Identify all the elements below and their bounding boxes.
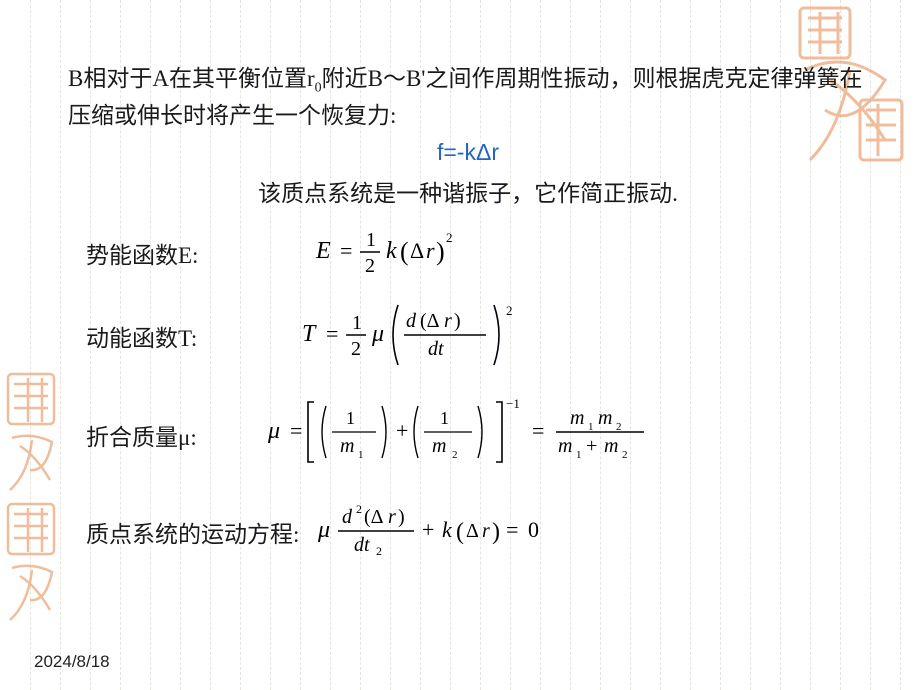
svg-text:(Δ: (Δ	[364, 506, 384, 528]
svg-text:m: m	[598, 407, 612, 429]
seal-left-4	[4, 562, 60, 628]
svg-text:r: r	[426, 238, 435, 263]
svg-text:2: 2	[376, 544, 382, 558]
svg-text:−1: −1	[506, 396, 520, 411]
svg-text:2: 2	[351, 338, 361, 360]
svg-text:2: 2	[446, 230, 453, 245]
svg-text:m: m	[570, 407, 584, 429]
svg-text:m: m	[340, 435, 354, 457]
svg-text:r: r	[482, 520, 490, 542]
svg-text:(: (	[400, 237, 409, 266]
formula-hooke: f=-kΔr	[68, 139, 868, 166]
svg-text:Δ: Δ	[410, 238, 424, 263]
seal-left-1	[4, 370, 60, 430]
svg-text:E: E	[315, 238, 331, 264]
label-eq: 质点系统的运动方程:	[68, 515, 308, 549]
svg-text:d: d	[342, 506, 353, 528]
svg-text:2: 2	[452, 449, 458, 461]
seal-left-2	[4, 432, 60, 498]
footer-date: 2024/8/18	[34, 652, 110, 672]
svg-text:μ: μ	[318, 517, 330, 543]
svg-text:dt: dt	[428, 338, 444, 360]
para1-a: B相对于A在其平衡位置r	[68, 66, 315, 91]
slide-content: B相对于A在其平衡位置r0附近B～B'之间作周期性振动，则根据虎克定律弹簧在压缩…	[68, 62, 868, 566]
row-equation-of-motion: 质点系统的运动方程: μ d 2 (Δ r ) dt 2 + k ( Δ r	[68, 497, 868, 566]
svg-text:2: 2	[365, 255, 375, 277]
svg-text:(Δ: (Δ	[420, 310, 440, 332]
svg-text:1: 1	[366, 229, 376, 251]
seal-left-3	[4, 500, 60, 560]
svg-text:1: 1	[352, 312, 362, 334]
svg-text:1: 1	[358, 449, 364, 461]
row-potential-energy: 势能函数E: E = 1 2 k ( Δ r ) 2	[68, 222, 868, 283]
svg-text:r: r	[388, 506, 396, 528]
label-mu: 折合质量μ:	[68, 418, 268, 452]
row-reduced-mass: 折合质量μ: μ = 1 m 1 +	[68, 392, 868, 477]
svg-text:1: 1	[588, 421, 594, 433]
svg-text:m: m	[558, 435, 572, 457]
svg-text:+: +	[586, 435, 597, 457]
svg-text:+: +	[422, 517, 434, 542]
svg-text:): )	[454, 310, 461, 332]
svg-text:k: k	[386, 238, 397, 264]
svg-text:2: 2	[356, 502, 362, 516]
svg-text:r: r	[444, 310, 452, 332]
formula-T: T = 1 2 μ d (Δ r ) dt 2	[268, 297, 868, 374]
paragraph-1: B相对于A在其平衡位置r0附近B～B'之间作周期性振动，则根据虎克定律弹簧在压缩…	[68, 62, 868, 133]
svg-text:=: =	[506, 517, 518, 542]
svg-text:T: T	[302, 321, 317, 347]
svg-text:μ: μ	[371, 321, 384, 347]
svg-text:=: =	[290, 418, 302, 443]
svg-text:): )	[492, 519, 500, 545]
label-T: 动能函数T:	[68, 319, 268, 353]
svg-text:): )	[436, 237, 445, 266]
formula-eq: μ d 2 (Δ r ) dt 2 + k ( Δ r ) = 0	[308, 497, 868, 566]
svg-text:+: +	[396, 418, 408, 443]
svg-text:=: =	[326, 321, 338, 346]
svg-text:1: 1	[346, 408, 355, 428]
svg-text:d: d	[406, 310, 417, 332]
svg-text:=: =	[532, 418, 544, 443]
svg-text:k: k	[442, 517, 453, 542]
formula-E: E = 1 2 k ( Δ r ) 2	[268, 222, 868, 283]
svg-text:): )	[398, 506, 405, 528]
svg-text:1: 1	[576, 449, 582, 461]
label-E: 势能函数E:	[68, 236, 268, 270]
svg-text:dt: dt	[354, 534, 370, 556]
svg-text:m: m	[604, 435, 618, 457]
paragraph-2: 该质点系统是一种谐振子，它作简正振动.	[68, 174, 868, 208]
svg-text:2: 2	[622, 449, 628, 461]
row-kinetic-energy: 动能函数T: T = 1 2 μ d (Δ r )	[68, 297, 868, 374]
svg-text:0: 0	[528, 517, 539, 542]
svg-text:2: 2	[506, 303, 513, 318]
svg-text:μ: μ	[268, 418, 280, 444]
para1-sub: 0	[315, 81, 322, 96]
svg-text:(: (	[456, 519, 464, 545]
svg-text:Δ: Δ	[466, 520, 479, 542]
svg-text:=: =	[340, 238, 352, 263]
svg-text:m: m	[432, 435, 446, 457]
svg-text:1: 1	[440, 408, 449, 428]
svg-text:2: 2	[616, 421, 622, 433]
formula-mu: μ = 1 m 1 + 1	[268, 392, 868, 477]
